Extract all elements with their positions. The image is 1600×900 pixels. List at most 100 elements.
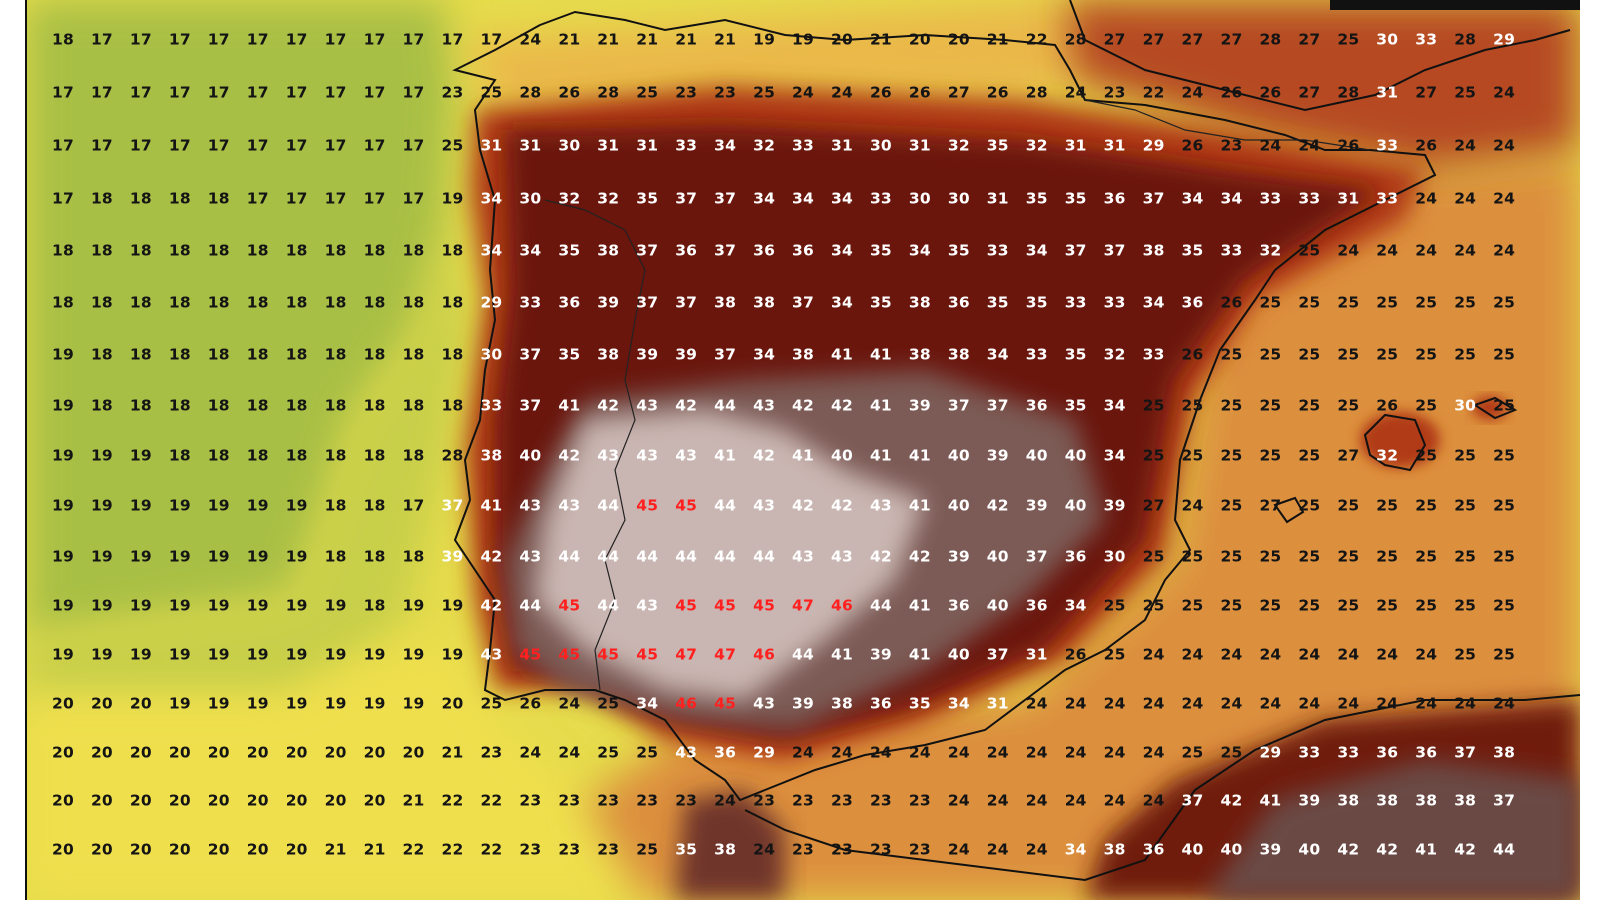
temperature-value: 34 — [753, 345, 776, 364]
temperature-value: 24 — [1376, 694, 1399, 713]
temperature-value: 39 — [636, 345, 659, 364]
temperature-value: 44 — [636, 547, 659, 566]
temperature-value: 18 — [324, 547, 347, 566]
temperature-value: 22 — [402, 840, 425, 859]
temperature-value: 21 — [363, 840, 386, 859]
temperature-value: 31 — [986, 189, 1009, 208]
temperature-value: 20 — [285, 791, 308, 810]
temperature-value: 33 — [792, 136, 815, 155]
temperature-value: 17 — [246, 30, 269, 49]
temperature-value: 29 — [1493, 30, 1516, 49]
temperature-value: 23 — [831, 840, 853, 859]
temperature-value: 18 — [52, 293, 74, 312]
temperature-value: 43 — [675, 743, 698, 762]
temperature-value: 42 — [558, 446, 581, 465]
temperature-value: 36 — [753, 241, 776, 260]
temperature-value: 19 — [168, 694, 191, 713]
temperature-value: 20 — [129, 840, 152, 859]
temperature-value: 47 — [792, 596, 815, 615]
temperature-value: 36 — [792, 241, 815, 260]
temperature-value: 19 — [246, 496, 269, 515]
temperature-value: 33 — [1064, 293, 1087, 312]
temperature-value: 34 — [480, 189, 503, 208]
temperature-value: 25 — [1298, 446, 1321, 465]
temperature-value: 37 — [636, 241, 659, 260]
temperature-value: 33 — [1298, 743, 1321, 762]
temperature-value: 24 — [1181, 496, 1204, 515]
legend-box — [1330, 0, 1580, 10]
temperature-value: 42 — [1376, 840, 1399, 859]
temperature-value: 25 — [1181, 547, 1204, 566]
temperature-value: 19 — [285, 596, 308, 615]
temperature-value: 25 — [1220, 496, 1243, 515]
temperature-value: 18 — [363, 241, 386, 260]
temperature-value: 32 — [947, 136, 970, 155]
temperature-value: 25 — [1103, 645, 1126, 664]
temperature-value: 18 — [129, 293, 152, 312]
temperature-value: 17 — [324, 189, 347, 208]
temperature-value: 21 — [714, 30, 737, 49]
temperature-value: 18 — [285, 446, 308, 465]
temperature-value: 19 — [90, 547, 113, 566]
temperature-value: 45 — [597, 645, 620, 664]
temperature-value: 35 — [675, 840, 698, 859]
temperature-value: 23 — [519, 840, 542, 859]
temperature-value: 33 — [519, 293, 542, 312]
temperature-value: 25 — [597, 743, 620, 762]
atlantic-cool-zone — [25, 0, 455, 640]
temperature-value: 32 — [597, 189, 620, 208]
temperature-value: 18 — [402, 241, 425, 260]
temperature-value: 28 — [597, 83, 620, 102]
temperature-value: 35 — [1064, 345, 1087, 364]
temperature-value: 27 — [1415, 83, 1438, 102]
temperature-value: 28 — [1259, 30, 1282, 49]
temperature-value: 26 — [1064, 645, 1087, 664]
temperature-value: 27 — [1142, 496, 1165, 515]
temperature-value: 25 — [1376, 345, 1399, 364]
temperature-value: 39 — [1025, 496, 1048, 515]
temperature-value: 23 — [558, 840, 581, 859]
temperature-value: 43 — [753, 496, 776, 515]
temperature-value: 37 — [714, 345, 737, 364]
temperature-value: 36 — [1142, 840, 1165, 859]
temperature-value: 18 — [168, 446, 191, 465]
temperature-value: 46 — [675, 694, 698, 713]
temperature-value: 24 — [986, 791, 1009, 810]
temperature-value: 18 — [246, 293, 269, 312]
temperature-value: 25 — [1454, 293, 1477, 312]
temperature-value: 25 — [1298, 293, 1321, 312]
temperature-value: 31 — [636, 136, 659, 155]
temperature-value: 20 — [129, 694, 152, 713]
temperature-value: 35 — [1064, 396, 1087, 415]
temperature-value: 17 — [480, 30, 503, 49]
temperature-value: 41 — [908, 496, 931, 515]
temperature-value: 32 — [1376, 446, 1399, 465]
temperature-value: 17 — [246, 83, 269, 102]
temperature-value: 17 — [207, 30, 230, 49]
temperature-value: 18 — [246, 446, 269, 465]
temperature-value: 20 — [168, 840, 191, 859]
temperature-value: 37 — [792, 293, 815, 312]
temperature-value: 23 — [558, 791, 581, 810]
temperature-value: 25 — [1376, 596, 1399, 615]
north-africa-gray — [1205, 760, 1580, 900]
temperature-value: 33 — [1103, 293, 1126, 312]
temperature-value: 38 — [714, 840, 737, 859]
temperature-value: 41 — [792, 446, 815, 465]
temperature-value: 33 — [1415, 30, 1438, 49]
atlantic-mild-zone — [25, 230, 465, 700]
temperature-value: 44 — [714, 547, 737, 566]
temperature-value: 25 — [636, 840, 659, 859]
temperature-value: 25 — [1493, 293, 1516, 312]
temperature-value: 18 — [363, 446, 386, 465]
temperature-value: 38 — [1376, 791, 1399, 810]
temperature-value: 25 — [1493, 345, 1516, 364]
temperature-value: 25 — [1298, 241, 1321, 260]
temperature-value: 24 — [1415, 694, 1438, 713]
temperature-value: 38 — [714, 293, 737, 312]
temperature-value: 23 — [908, 791, 931, 810]
temperature-value: 32 — [753, 136, 776, 155]
temperature-value: 27 — [1259, 496, 1282, 515]
temperature-value: 25 — [636, 743, 659, 762]
temperature-value: 17 — [363, 30, 386, 49]
